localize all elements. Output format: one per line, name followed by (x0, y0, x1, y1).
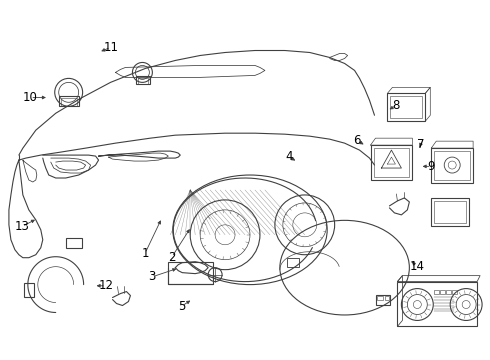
Text: 7: 7 (417, 138, 424, 150)
Text: 3: 3 (148, 270, 156, 283)
Bar (397, 282, 477, 327)
Bar (168, 262, 213, 284)
Text: 12: 12 (98, 279, 113, 292)
Text: 1: 1 (141, 247, 148, 260)
Bar (434, 201, 466, 223)
Bar (370, 145, 413, 180)
Text: 4: 4 (285, 150, 293, 163)
Bar (388, 93, 425, 121)
Bar (446, 289, 451, 293)
Text: 9: 9 (428, 160, 435, 173)
Bar (373, 148, 409, 177)
Bar (66, 238, 82, 248)
Bar (434, 151, 470, 180)
Bar (434, 289, 439, 293)
Bar (386, 296, 390, 300)
Text: 14: 14 (409, 260, 424, 273)
Bar (377, 296, 384, 300)
Text: 6: 6 (353, 134, 361, 147)
Text: 5: 5 (178, 300, 185, 313)
Bar (136, 76, 150, 84)
Text: 13: 13 (15, 220, 29, 233)
Bar (440, 289, 445, 293)
Bar (24, 283, 34, 297)
Bar (376, 294, 391, 305)
Text: 2: 2 (168, 251, 175, 264)
Bar (138, 78, 148, 84)
Bar (431, 148, 473, 183)
Text: 11: 11 (103, 41, 118, 54)
Bar (61, 98, 76, 106)
Bar (287, 258, 299, 267)
Text: 10: 10 (23, 91, 38, 104)
Text: 8: 8 (392, 99, 400, 112)
Bar (431, 198, 469, 226)
Bar (391, 96, 422, 118)
Bar (452, 289, 457, 293)
Bar (59, 96, 78, 106)
